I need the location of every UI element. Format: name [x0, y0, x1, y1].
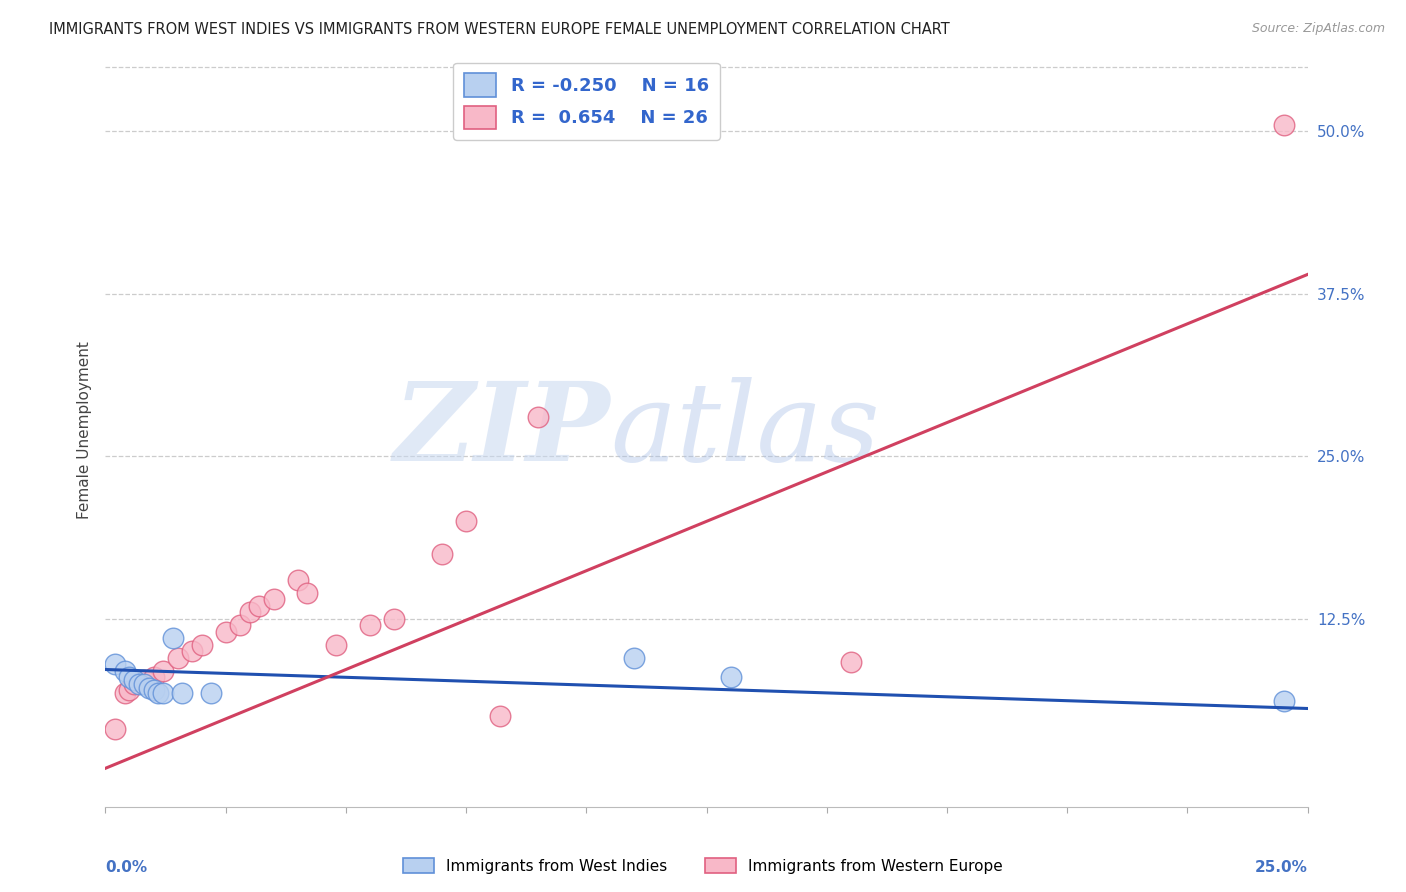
Point	[325, 638, 347, 652]
Point	[152, 686, 174, 700]
Point	[118, 683, 141, 698]
Point	[124, 677, 146, 691]
Point	[142, 683, 165, 698]
Point	[382, 612, 405, 626]
Point	[114, 686, 136, 700]
Point	[124, 673, 146, 687]
Point	[166, 650, 188, 665]
Point	[623, 650, 645, 665]
Text: Source: ZipAtlas.com: Source: ZipAtlas.com	[1251, 22, 1385, 36]
Point	[104, 657, 127, 672]
Point	[239, 605, 262, 619]
Point	[488, 709, 510, 723]
Text: IMMIGRANTS FROM WEST INDIES VS IMMIGRANTS FROM WESTERN EUROPE FEMALE UNEMPLOYMEN: IMMIGRANTS FROM WEST INDIES VS IMMIGRANT…	[49, 22, 950, 37]
Point	[114, 664, 136, 678]
Text: 25.0%: 25.0%	[1254, 860, 1308, 875]
Point	[454, 514, 477, 528]
Text: ZIP: ZIP	[394, 376, 610, 484]
Point	[142, 670, 165, 684]
Point	[132, 677, 155, 691]
Point	[263, 592, 285, 607]
Point	[162, 632, 184, 646]
Text: 0.0%: 0.0%	[105, 860, 148, 875]
Point	[128, 677, 150, 691]
Point	[430, 547, 453, 561]
Point	[229, 618, 252, 632]
Point	[720, 670, 742, 684]
Point	[200, 686, 222, 700]
Legend: R = -0.250    N = 16, R =  0.654    N = 26: R = -0.250 N = 16, R = 0.654 N = 26	[453, 62, 720, 140]
Point	[148, 686, 170, 700]
Legend: Immigrants from West Indies, Immigrants from Western Europe: Immigrants from West Indies, Immigrants …	[396, 852, 1010, 880]
Y-axis label: Female Unemployment: Female Unemployment	[76, 342, 91, 519]
Point	[839, 655, 862, 669]
Point	[359, 618, 381, 632]
Point	[172, 686, 194, 700]
Point	[1272, 694, 1295, 708]
Point	[118, 670, 141, 684]
Point	[138, 681, 160, 695]
Text: atlas: atlas	[610, 376, 880, 484]
Point	[287, 573, 309, 587]
Point	[1272, 118, 1295, 132]
Point	[214, 624, 236, 639]
Point	[104, 723, 127, 737]
Point	[190, 638, 212, 652]
Point	[527, 410, 550, 425]
Point	[247, 599, 270, 613]
Point	[297, 586, 319, 600]
Point	[132, 673, 155, 687]
Point	[181, 644, 204, 658]
Point	[152, 664, 174, 678]
